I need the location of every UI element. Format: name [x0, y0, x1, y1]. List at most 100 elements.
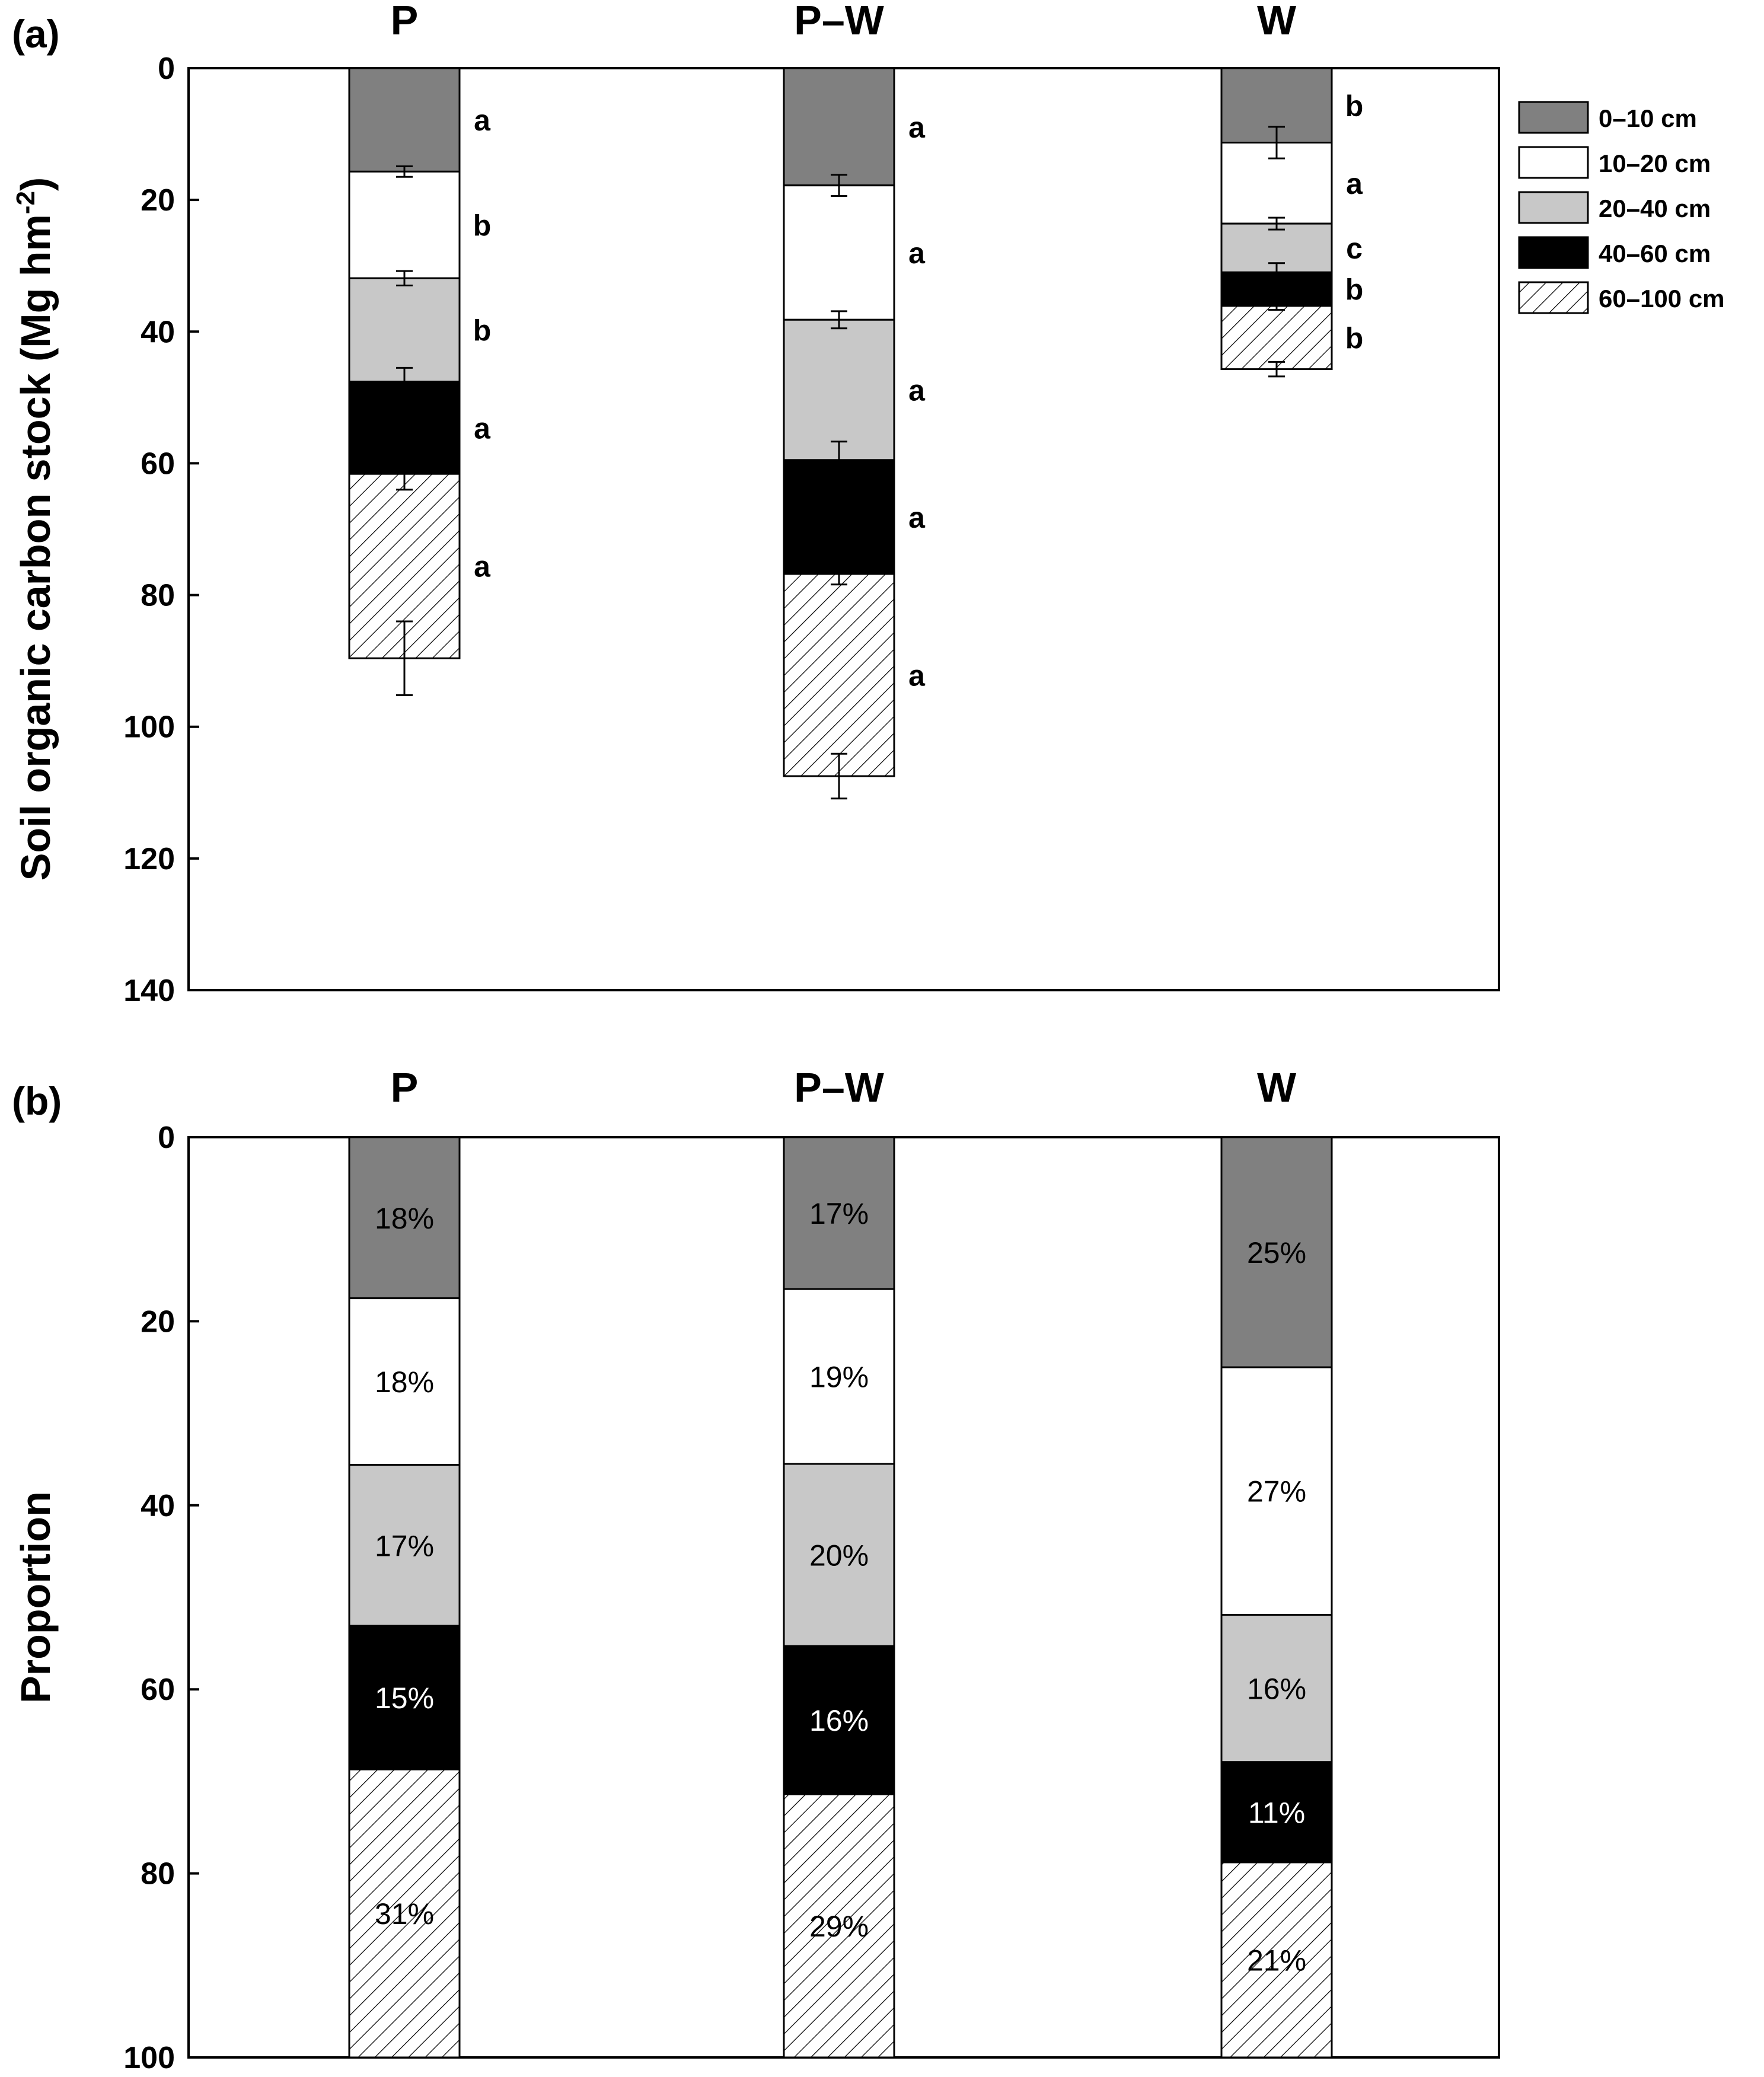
- bar-P–W-60–100 cm: [783, 1793, 895, 2059]
- y-tick-label: 80: [141, 579, 175, 613]
- percent-label: 15%: [375, 1682, 434, 1715]
- y-tick-label: 60: [141, 1673, 175, 1707]
- bar-P–W-20–40 cm: [783, 318, 895, 461]
- percent-label: 17%: [809, 1197, 869, 1230]
- error-bars-a: [396, 126, 1285, 800]
- group-label-2: W: [1257, 0, 1296, 43]
- legend-label-2: 20–40 cm: [1599, 194, 1711, 222]
- bar-P-40–60 cm: [348, 1625, 461, 1770]
- sig-letter: a: [474, 104, 491, 137]
- percent-label: 25%: [1247, 1236, 1306, 1269]
- y-axis-a: 0 20 40 60 80 100 120 140: [123, 52, 199, 1008]
- bar-P-0–10 cm: [348, 1136, 461, 1300]
- sig-letter: c: [1346, 232, 1363, 265]
- percent-label: 19%: [809, 1361, 869, 1394]
- sig-letter: a: [908, 111, 926, 144]
- bar-P–W-10–20 cm: [783, 1288, 895, 1465]
- y-tick-label: 140: [123, 974, 175, 1008]
- legend-label-4: 60–100 cm: [1599, 285, 1725, 312]
- sig-letter: a: [908, 237, 926, 270]
- legend-swatch-4: [1518, 281, 1589, 314]
- percent-label: 29%: [809, 1910, 869, 1943]
- legend-label-0: 0–10 cm: [1599, 104, 1697, 132]
- percent-label: 20%: [809, 1539, 869, 1572]
- bar-W-60–100 cm: [1220, 305, 1333, 371]
- bar-W-10–20 cm: [1220, 1366, 1333, 1616]
- y-tick-label: 100: [123, 710, 175, 745]
- legend-swatch-1: [1518, 146, 1589, 179]
- bars-b: [348, 1136, 1333, 2059]
- percent-label: 16%: [809, 1704, 869, 1737]
- legend: 0–10 cm 10–20 cm 20–40 cm 40–60 cm 60–100 cm: [1518, 101, 1725, 314]
- y-tick-label: 120: [123, 842, 175, 876]
- bar-P–W-0–10 cm: [783, 67, 895, 187]
- legend-swatch-0: [1518, 101, 1589, 134]
- percent-labels-b: 18% 17% 25% 18% 19% 27% 17% 20% 16% 15% 16% 11% 31% 2…: [375, 1197, 1306, 1977]
- percent-label: 16%: [1247, 1673, 1306, 1706]
- panel-a-label: (a): [12, 12, 60, 56]
- sig-letter: b: [1345, 273, 1364, 307]
- group-label-0: P: [391, 0, 419, 43]
- sig-letter: b: [473, 314, 492, 347]
- percent-label: 11%: [1248, 1796, 1305, 1829]
- bar-P–W-40–60 cm: [783, 1645, 895, 1795]
- y-axis-b: 0 20 40 60 80 100: [123, 1121, 199, 2075]
- bar-P-0–10 cm: [348, 67, 461, 173]
- legend-label-1: 10–20 cm: [1599, 149, 1711, 177]
- y-tick-label: 20: [141, 183, 175, 218]
- bar-P-20–40 cm: [348, 277, 461, 383]
- sig-letter: b: [473, 209, 492, 242]
- legend-label-3: 40–60 cm: [1599, 240, 1711, 267]
- group-label-1: P–W: [794, 1064, 884, 1111]
- bar-P-10–20 cm: [348, 170, 461, 279]
- y-tick-label: 0: [158, 1121, 175, 1155]
- y-axis-title-a: Soil organic carbon stock (Mg hm-2): [11, 177, 59, 880]
- group-labels-b: P P–W W: [391, 1064, 1296, 1111]
- bar-P–W-10–20 cm: [783, 184, 895, 321]
- group-label-0: P: [391, 1064, 419, 1111]
- sig-letter: a: [1346, 167, 1363, 200]
- legend-swatch-3: [1518, 236, 1589, 269]
- bar-P–W-60–100 cm: [783, 573, 895, 777]
- sig-letter: a: [474, 411, 491, 445]
- bar-W-0–10 cm: [1220, 1136, 1333, 1368]
- percent-label: 21%: [1247, 1944, 1306, 1977]
- y-tick-label: 40: [141, 315, 175, 349]
- bar-P-20–40 cm: [348, 1464, 461, 1627]
- legend-swatch-2: [1518, 191, 1589, 224]
- sig-letter: a: [908, 374, 926, 407]
- percent-label: 18%: [375, 1365, 434, 1399]
- bar-W-40–60 cm: [1220, 1761, 1333, 1864]
- sig-letter: b: [1345, 90, 1364, 123]
- percent-label: 18%: [375, 1202, 434, 1235]
- y-tick-label: 80: [141, 1857, 175, 1891]
- bar-P–W-0–10 cm: [783, 1136, 895, 1290]
- bar-W-20–40 cm: [1220, 1613, 1333, 1763]
- percent-label: 27%: [1247, 1475, 1306, 1508]
- percent-label: 31%: [375, 1897, 434, 1931]
- bar-W-60–100 cm: [1220, 1861, 1333, 2059]
- panel-b-label: (b): [12, 1079, 62, 1123]
- sig-letter: b: [1345, 321, 1364, 355]
- y-tick-label: 60: [141, 446, 175, 481]
- group-labels-a: P P–W W: [391, 0, 1296, 43]
- percent-label: 17%: [375, 1529, 434, 1562]
- sig-letter: a: [908, 659, 926, 693]
- sig-letter: a: [908, 501, 926, 534]
- group-label-1: P–W: [794, 0, 884, 43]
- y-axis-title-b: Proportion: [12, 1491, 59, 1703]
- bars-a: [348, 67, 1333, 777]
- bar-P–W-20–40 cm: [783, 1463, 895, 1647]
- y-tick-label: 20: [141, 1304, 175, 1339]
- sig-letter: a: [474, 550, 491, 583]
- panel-b: (b) 0 20 40 60 80 100 P P–W W 18% 17% 25% 18% 19% 27…: [12, 1064, 1500, 2075]
- group-label-2: W: [1257, 1064, 1296, 1111]
- y-tick-label: 100: [123, 2041, 175, 2075]
- bar-P-10–20 cm: [348, 1297, 461, 1466]
- bar-P-60–100 cm: [348, 1768, 461, 2059]
- y-tick-label: 40: [141, 1489, 175, 1523]
- y-tick-label: 0: [158, 52, 175, 86]
